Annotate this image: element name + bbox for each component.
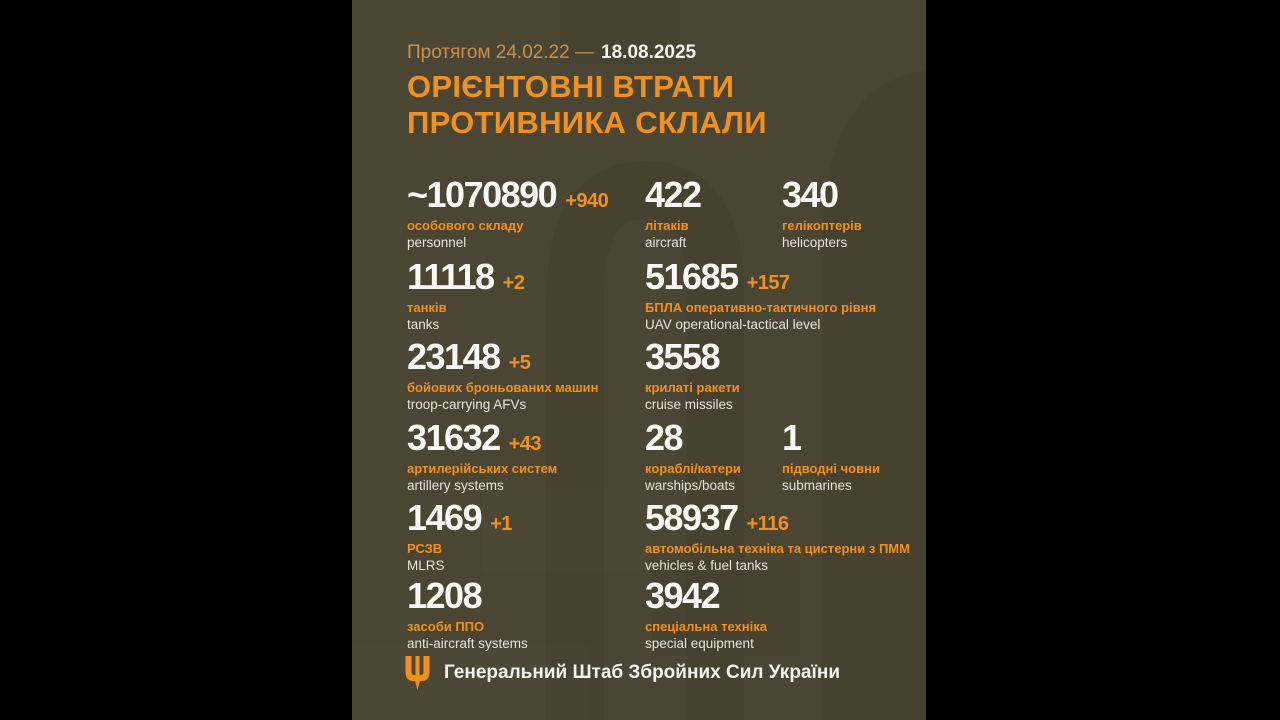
- stat-value: 422: [645, 174, 702, 215]
- stat-value-line: 23148 +5: [407, 338, 599, 376]
- stat-label-ua: кораблі/катери: [645, 461, 741, 476]
- stat-value: 1: [782, 417, 802, 458]
- footer: Генеральний Штаб Збройних Сил України: [405, 656, 840, 690]
- stat-submarines: 1 підводні човни submarines: [782, 419, 880, 494]
- stat-value-line: 1469 +1: [407, 499, 512, 537]
- stat-value: 28: [645, 417, 684, 458]
- stat-delta: +940: [565, 190, 609, 212]
- stat-value-line: 58937 +116: [645, 499, 910, 537]
- stat-label-ua: літаків: [645, 218, 689, 233]
- stat-value-line: 11118 +2: [407, 256, 525, 297]
- stat-value-line: 3558: [645, 338, 740, 376]
- stat-mlrs: 1469 +1 РСЗВ MLRS: [407, 499, 512, 574]
- stat-value: 3942: [645, 575, 721, 616]
- stat-label-ua: танків: [407, 300, 447, 315]
- stat-label-en: helicopters: [782, 235, 848, 250]
- title-line-1: ОРІЄНТОВНІ ВТРАТИ: [407, 69, 735, 104]
- stat-value-line: 1: [782, 419, 880, 457]
- stat-label-ua: артилерійських систем: [407, 461, 558, 476]
- stat-value-line: 3942: [645, 577, 767, 615]
- page-title: ОРІЄНТОВНІ ВТРАТИ ПРОТИВНИКА СКЛАЛИ: [407, 69, 767, 141]
- stat-anti-aircraft: 1208 засоби ППО anti-aircraft systems: [407, 577, 528, 652]
- infographic-poster: Протягом 24.02.22 — 18.08.2025 ОРІЄНТОВНІ…: [352, 0, 926, 720]
- stat-value-line: ~1070890 +940: [407, 174, 609, 215]
- stat-value: ~1070890: [407, 174, 558, 215]
- period-prefix: Протягом 24.02.22 —: [407, 42, 595, 63]
- stat-delta: +43: [508, 433, 542, 455]
- stat-label-en: aircraft: [645, 235, 687, 250]
- stat-vehicles-fuel: 58937 +116 автомобільна техніка та цисте…: [645, 499, 910, 574]
- stat-cruise-missiles: 3558 крилаті ракети cruise missiles: [645, 338, 740, 413]
- stat-label-ua: крилаті ракети: [645, 380, 740, 395]
- report-period: Протягом 24.02.22 — 18.08.2025: [407, 42, 696, 64]
- stat-aircraft: 422 літаків aircraft: [645, 174, 702, 251]
- stat-delta: +1: [490, 513, 512, 535]
- trident-icon: [405, 656, 430, 690]
- stat-value-line: 422: [645, 174, 702, 215]
- stat-helicopters: 340 гелікоптерів helicopters: [782, 176, 862, 251]
- stat-value: 23148: [407, 336, 501, 377]
- stat-artillery: 31632 +43 артилерійських систем artiller…: [407, 419, 557, 494]
- stat-value: 1469: [407, 497, 483, 538]
- stat-value-line: 51685 +157: [645, 258, 876, 296]
- stat-warships: 28 кораблі/катери warships/boats: [645, 419, 741, 494]
- stat-label-ua: особового складу: [407, 218, 524, 233]
- stat-label-en: special equipment: [645, 636, 754, 651]
- stat-label-en: troop-carrying AFVs: [407, 397, 527, 412]
- stat-afv: 23148 +5 бойових броньованих машин troop…: [407, 338, 599, 413]
- stat-label-en: personnel: [407, 235, 467, 250]
- stat-value: 1208: [407, 575, 483, 616]
- stat-label-en: UAV operational-tactical level: [645, 317, 821, 332]
- organization-name: Генеральний Штаб Збройних Сил України: [444, 662, 840, 683]
- stat-label-en: cruise missiles: [645, 397, 733, 412]
- stat-label-ua: засоби ППО: [407, 619, 485, 634]
- stat-label-ua: БПЛА оперативно-тактичного рівня: [645, 300, 877, 315]
- stat-value: 31632: [407, 417, 501, 458]
- stat-label-ua: автомобільна техніка та цистерни з ПММ: [645, 541, 910, 556]
- stat-uav: 51685 +157 БПЛА оперативно-тактичного рі…: [645, 258, 876, 333]
- stat-value: 11118: [407, 256, 495, 297]
- stat-value-line: 31632 +43: [407, 419, 557, 457]
- stat-label-ua: гелікоптерів: [782, 218, 862, 233]
- stat-tanks: 11118 +2 танків tanks: [407, 256, 525, 333]
- stat-delta: +116: [746, 513, 789, 535]
- stat-delta: +5: [508, 352, 531, 374]
- stat-value-line: 1208: [407, 577, 528, 615]
- stat-label-en: vehicles & fuel tanks: [645, 558, 769, 573]
- stat-label-en: MLRS: [407, 558, 445, 573]
- stat-delta: +157: [746, 272, 791, 294]
- stat-special-equipment: 3942 спеціальна техніка special equipmen…: [645, 577, 767, 652]
- stat-label-en: artillery systems: [407, 478, 504, 493]
- period-date: 18.08.2025: [601, 42, 697, 63]
- stat-delta: +2: [502, 272, 525, 294]
- stat-label-en: tanks: [407, 317, 440, 332]
- stat-personnel: ~1070890 +940 особового складу personnel: [407, 174, 609, 251]
- stat-value: 51685: [645, 256, 739, 297]
- stat-label-en: warships/boats: [645, 478, 736, 493]
- stat-value: 340: [782, 174, 839, 215]
- stat-label-en: anti-aircraft systems: [407, 636, 528, 651]
- stat-label-en: submarines: [782, 478, 852, 493]
- stat-value: 3558: [645, 336, 721, 377]
- stat-label-ua: РСЗВ: [407, 541, 443, 556]
- stat-value-line: 28: [645, 419, 741, 457]
- stat-value: 58937: [645, 497, 739, 538]
- stat-label-ua: бойових броньованих машин: [407, 380, 599, 395]
- stat-value-line: 340: [782, 176, 862, 214]
- stat-label-ua: підводні човни: [782, 461, 880, 476]
- title-line-2: ПРОТИВНИКА СКЛАЛИ: [407, 105, 767, 140]
- stat-label-ua: спеціальна техніка: [645, 619, 767, 634]
